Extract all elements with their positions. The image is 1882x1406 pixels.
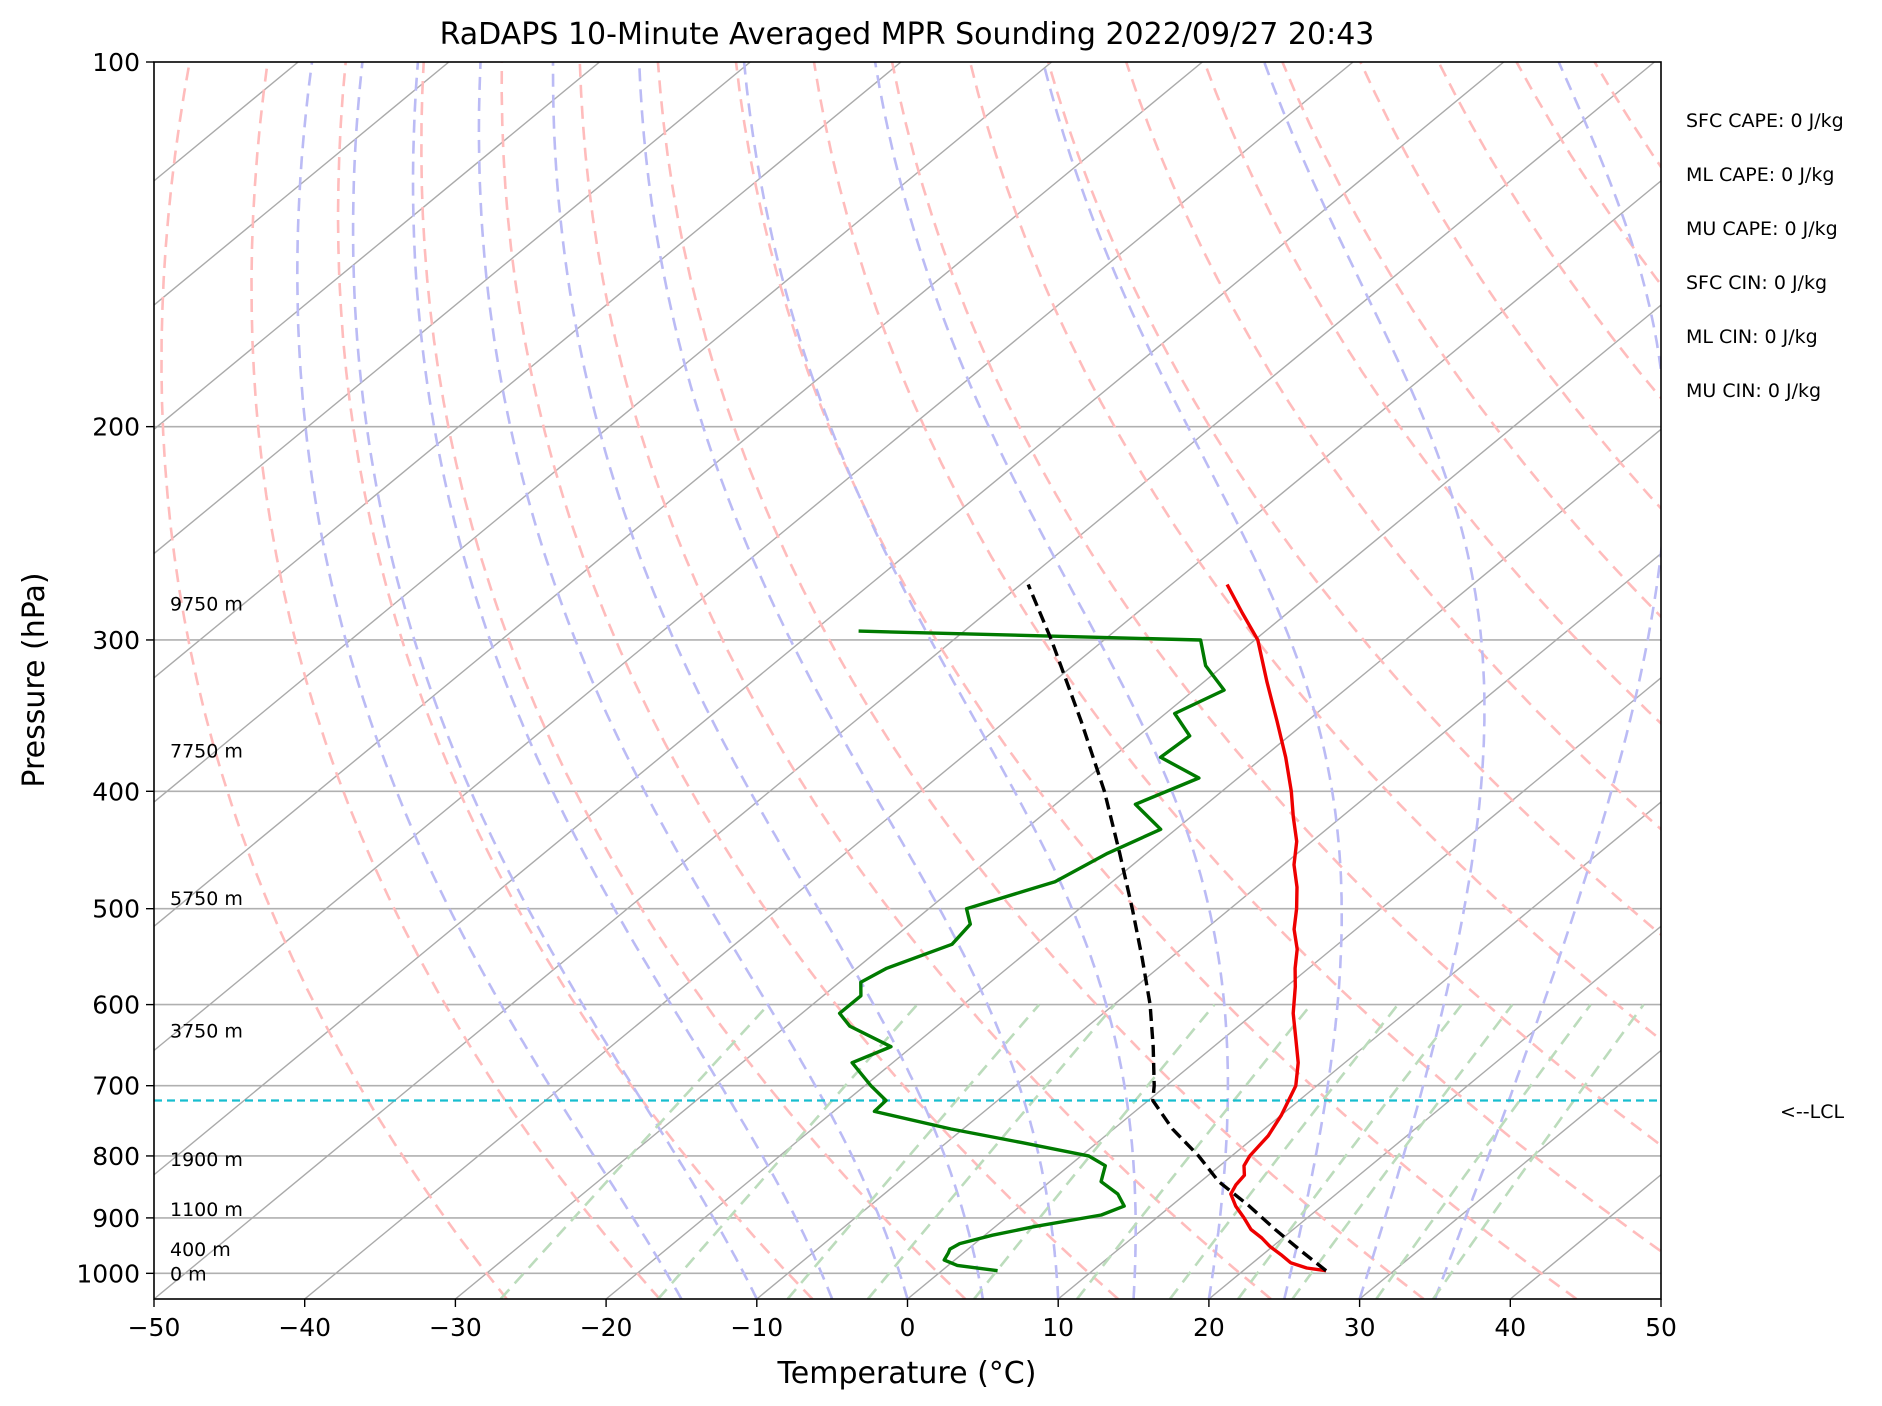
isotherm-line [1359, 1049, 1661, 1299]
mixing-ratio-line [1375, 1003, 1592, 1299]
moist-adiabat-line [477, 62, 909, 1299]
dry-adiabat-line [1281, 62, 1661, 619]
dry-adiabat-line [420, 62, 967, 1299]
x-tick-label: 20 [1193, 1313, 1225, 1342]
mixing-ratio-line [786, 1003, 1041, 1299]
dry-adiabat-line [968, 62, 1661, 1042]
stat-mu-cape: MU CAPE: 0 J/kg [1686, 218, 1838, 240]
y-axis-ticks: 1000 900 800 700 600 500 400 300 200 100 [76, 48, 154, 1288]
x-tick-label: −30 [429, 1313, 482, 1342]
moist-adiabat-line [1262, 62, 1486, 1299]
isotherm-line [454, 304, 1661, 1299]
y-tick-label: 800 [92, 1142, 140, 1171]
isotherm-line [154, 62, 1505, 1176]
x-tick-label: 50 [1645, 1313, 1677, 1342]
x-tick-label: 30 [1344, 1313, 1376, 1342]
x-tick-label: −20 [580, 1313, 633, 1342]
stats-block: SFC CAPE: 0 J/kg ML CAPE: 0 J/kg MU CAPE… [1686, 110, 1844, 402]
mixing-ratio-line [866, 1003, 1116, 1299]
height-label: 1100 m [170, 1199, 243, 1221]
dry-adiabat-line [336, 62, 814, 1299]
mixing-ratio-line [499, 1003, 770, 1299]
x-axis-ticks: −50 −40 −30 −20 −10 0 10 20 30 40 50 [128, 1299, 1677, 1342]
lcl-label: <--LCL [1780, 1101, 1844, 1123]
x-tick-label: 0 [900, 1313, 916, 1342]
moist-adiabat-line [873, 62, 1230, 1299]
stat-mu-cin: MU CIN: 0 J/kg [1686, 380, 1821, 402]
stat-ml-cin: ML CIN: 0 J/kg [1686, 326, 1818, 348]
moist-adiabat-line [742, 62, 1137, 1299]
dry-adiabat-line [1437, 62, 1661, 401]
dry-adiabat-line [1046, 62, 1661, 937]
y-axis-title: Pressure (hPa) [17, 572, 52, 787]
y-tick-label: 1000 [76, 1259, 140, 1288]
dry-adiabat-line [890, 62, 1661, 1147]
x-axis-title: Temperature (°C) [777, 1356, 1037, 1391]
y-tick-label: 600 [92, 991, 140, 1020]
stat-sfc-cape: SFC CAPE: 0 J/kg [1686, 110, 1844, 132]
height-label: 400 m [170, 1239, 231, 1261]
mixing-ratio-line [1432, 1003, 1645, 1299]
mixing-ratio-line [1291, 1003, 1514, 1299]
moist-adiabat-line [637, 62, 1060, 1299]
height-label: 5750 m [170, 888, 243, 910]
dry-adiabat-line [578, 62, 1272, 1299]
height-label: 1900 m [170, 1149, 243, 1171]
y-tick-label: 700 [92, 1072, 140, 1101]
height-label: 9750 m [170, 594, 243, 616]
isotherm-line [154, 62, 1655, 1299]
isotherm-line [605, 428, 1661, 1299]
data-lines [837, 583, 1328, 1273]
isotherm-line [154, 62, 450, 306]
dry-adiabat-line [656, 62, 1425, 1299]
height-label: 7750 m [170, 740, 243, 762]
height-label: 3750 m [170, 1020, 243, 1042]
dry-adiabat-line [1124, 62, 1661, 832]
dry-adiabat-line [500, 62, 1119, 1299]
moist-adiabat-line [351, 62, 758, 1299]
y-tick-label: 300 [92, 626, 140, 655]
isotherm-line [154, 62, 751, 555]
x-tick-label: −10 [730, 1313, 783, 1342]
isotherm-line [154, 62, 601, 431]
x-tick-label: −50 [128, 1313, 181, 1342]
dry-adiabat-line [250, 62, 661, 1299]
height-label: 0 m [170, 1263, 207, 1285]
isotherm-line [907, 676, 1661, 1299]
x-tick-label: 40 [1494, 1313, 1526, 1342]
isotherm-line [154, 62, 902, 679]
temperature-profile-line [1225, 583, 1327, 1273]
x-tick-label: 10 [1042, 1313, 1074, 1342]
isotherm-line [154, 62, 1053, 803]
isotherm-line [154, 62, 1203, 928]
dry-adiabat-line [812, 62, 1661, 1253]
x-tick-label: −40 [278, 1313, 331, 1342]
isotherm-line [154, 62, 1354, 1052]
stat-sfc-cin: SFC CIN: 0 J/kg [1686, 272, 1827, 294]
moist-adiabat-line [1433, 62, 1661, 1299]
y-tick-label: 200 [92, 413, 140, 442]
background-lines [154, 62, 1661, 1299]
parcel-path-line [1026, 583, 1328, 1273]
isotherm-line [1208, 925, 1661, 1299]
moist-adiabat-line [295, 62, 683, 1299]
dewpoint-profile-line [837, 629, 1226, 1273]
chart-title: RaDAPS 10-Minute Averaged MPR Sounding 2… [440, 17, 1375, 52]
y-tick-label: 900 [92, 1204, 140, 1233]
stat-ml-cape: ML CAPE: 0 J/kg [1686, 164, 1834, 186]
moist-adiabat-line [411, 62, 834, 1299]
y-tick-label: 500 [92, 895, 140, 924]
dry-adiabat-line [160, 62, 508, 1299]
y-tick-label: 400 [92, 777, 140, 806]
dry-adiabat-line [734, 62, 1578, 1299]
mixing-ratio-line [973, 1003, 1216, 1299]
dry-adiabat-line [1203, 62, 1661, 726]
y-tick-label: 100 [92, 48, 140, 77]
isotherm-line [1057, 801, 1661, 1299]
